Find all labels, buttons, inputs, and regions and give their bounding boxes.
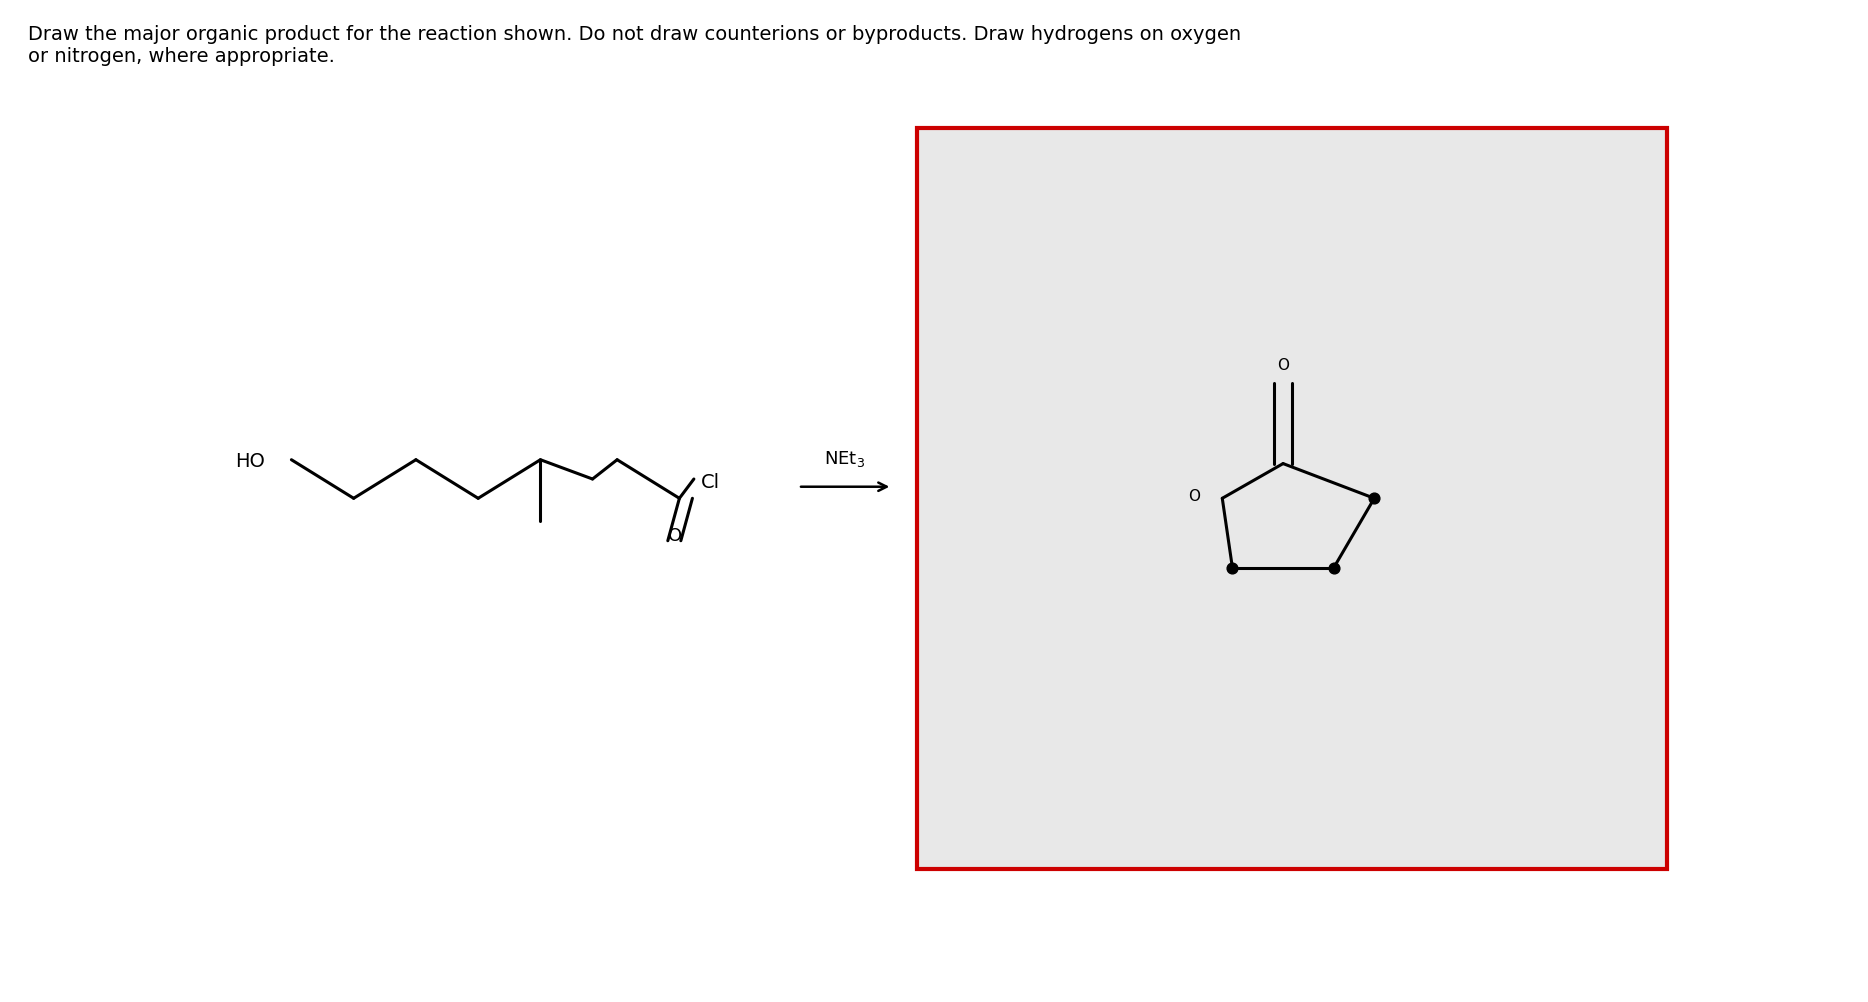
Text: Draw the major organic product for the reaction shown. Do not draw counterions o: Draw the major organic product for the r… [28, 25, 1240, 66]
Point [1218, 560, 1248, 576]
Point [1319, 560, 1349, 576]
Text: Cl: Cl [700, 473, 721, 492]
Text: O: O [1188, 489, 1201, 504]
Point [1360, 490, 1390, 506]
Text: HO: HO [235, 452, 265, 471]
Text: O: O [1278, 359, 1289, 374]
Text: NEt$_3$: NEt$_3$ [824, 449, 865, 469]
Text: O: O [669, 527, 682, 545]
Bar [917, 128, 1666, 869]
